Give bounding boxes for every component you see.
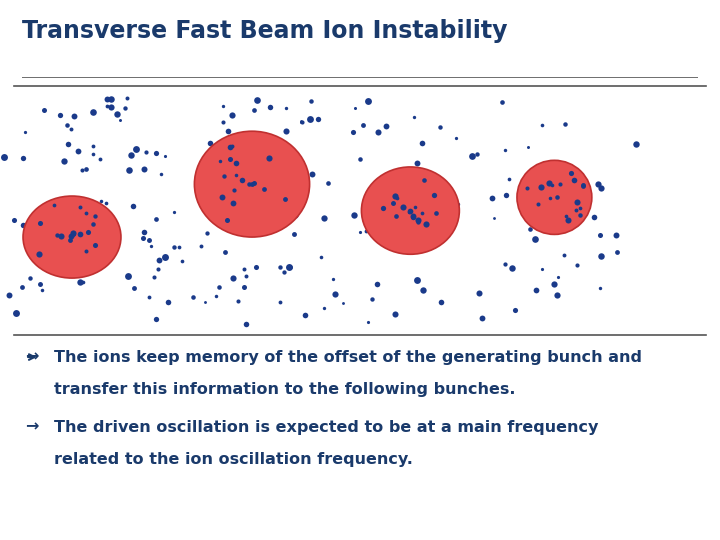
Text: Beam Dynamics meets Vacuum et al.: Beam Dynamics meets Vacuum et al. (356, 498, 552, 509)
Text: transfer this information to the following bunches.: transfer this information to the followi… (54, 382, 516, 397)
Ellipse shape (23, 196, 121, 278)
Text: 64: 64 (639, 497, 657, 510)
Text: related to the ion oscillation frequency.: related to the ion oscillation frequency… (54, 452, 413, 467)
Text: CERN: CERN (36, 502, 58, 508)
Text: The ions keep memory of the offset of the generating bunch and: The ions keep memory of the offset of th… (54, 349, 642, 364)
Text: Transverse Fast Beam Ion Instability: Transverse Fast Beam Ion Instability (22, 18, 507, 43)
Ellipse shape (361, 167, 459, 254)
Text: The driven oscillation is expected to be at a main frequency: The driven oscillation is expected to be… (54, 420, 598, 435)
Text: →: → (25, 420, 39, 435)
Text: →: → (25, 349, 39, 364)
Ellipse shape (194, 131, 310, 237)
Ellipse shape (517, 160, 592, 234)
